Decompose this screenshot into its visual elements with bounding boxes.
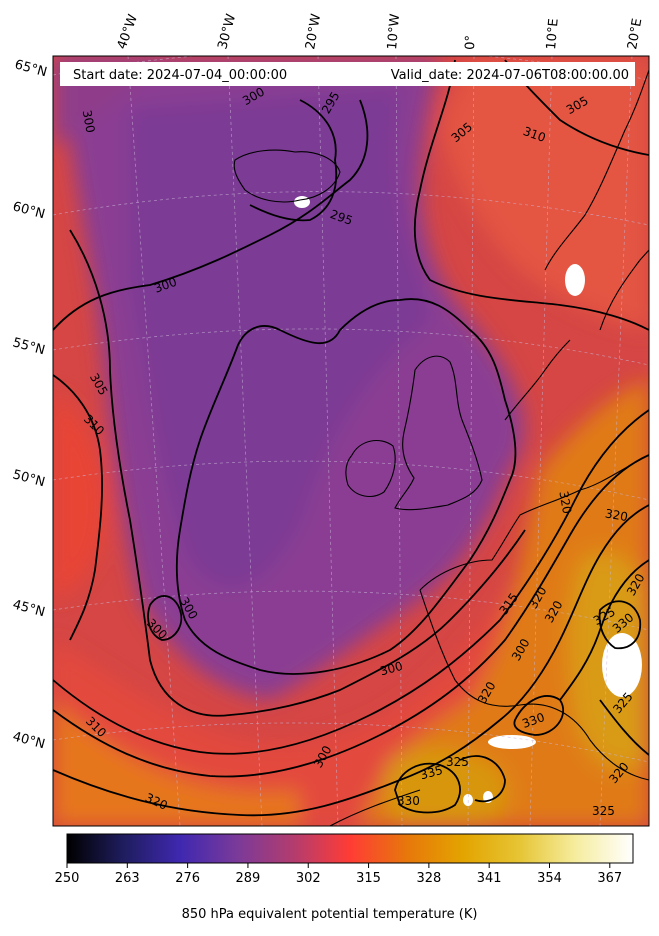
contour-325-b — [459, 755, 506, 803]
coast-north-sea-east — [504, 339, 571, 421]
lat-label: 60°N — [11, 199, 47, 222]
lon-label: 10°E — [544, 18, 562, 50]
contour-300-main — [175, 298, 517, 675]
contour-330-b — [394, 762, 461, 814]
contour-310-south — [53, 409, 649, 755]
contour-label: 300 — [80, 109, 98, 134]
coast-iceland — [233, 149, 341, 203]
lon-label: 20°E — [625, 17, 645, 50]
lon-label: 0° — [463, 35, 479, 50]
lat-label: 65°N — [13, 57, 49, 80]
field-low-core — [130, 90, 430, 587]
lon-label: 40°W — [115, 12, 141, 51]
valid-date-label: Valid_date: 2024-07-06T08:00:00.00 — [391, 68, 629, 83]
field-warm-west — [53, 390, 106, 600]
colorbar-tick-label: 276 — [175, 871, 201, 886]
contour-315 — [53, 454, 649, 778]
field-warm-northeast — [440, 60, 649, 330]
colorbar-tick-label: 263 — [114, 871, 140, 886]
colorbar-tick-label: 328 — [416, 871, 442, 886]
field-high-southwest — [53, 700, 300, 826]
contour-320-south — [53, 504, 649, 817]
contour-300-bay — [147, 595, 183, 641]
colorbar-tick-label: 250 — [54, 871, 80, 886]
graticule — [53, 56, 649, 826]
contour-label: 335 — [419, 763, 445, 782]
coast-norway — [544, 69, 649, 271]
coastlines — [233, 69, 649, 826]
contour-325 — [559, 559, 649, 701]
contour-label: 320 — [604, 506, 629, 524]
contour-305-west — [69, 229, 526, 717]
coast-france-iberia — [419, 454, 649, 591]
colorbar — [66, 833, 634, 864]
start-date-label: Start date: 2024-07-04_00:00:00 — [73, 68, 287, 83]
contour-label: 320 — [556, 490, 574, 515]
lat-label: 45°N — [11, 597, 47, 620]
contour-320-east — [599, 699, 649, 756]
contour-300-north — [53, 99, 369, 331]
coast-sweden — [599, 249, 649, 331]
coast-britain — [394, 355, 483, 511]
contour-330-a — [513, 695, 565, 736]
colorbar-tick-label: 302 — [295, 871, 321, 886]
colorbar-tick-label: 367 — [597, 871, 623, 886]
header-box — [60, 62, 635, 86]
lat-label: 55°N — [11, 335, 47, 358]
contour-label: 325 — [446, 755, 469, 769]
colorbar-tick-label: 354 — [537, 871, 562, 886]
coast-bay-of-biscay — [419, 589, 649, 781]
colorbar-ticks — [66, 863, 611, 868]
contour-label: 300 — [379, 659, 405, 678]
contour-lines — [53, 59, 649, 817]
contour-295 — [249, 99, 338, 222]
colorbar-tick-label: 315 — [356, 871, 381, 886]
contour-305-north — [413, 59, 649, 331]
lon-label: 30°W — [215, 12, 239, 51]
lon-label: 10°W — [385, 13, 403, 50]
latitude-labels: 65°N 60°N 55°N 50°N 45°N 40°N — [11, 57, 49, 752]
contour-330-c — [598, 600, 642, 650]
map-frame — [52, 55, 650, 827]
colorbar-tick-label: 341 — [476, 871, 502, 886]
lat-label: 50°N — [11, 467, 47, 490]
coast-north-africa — [329, 789, 421, 826]
longitude-labels: 40°W 30°W 20°W 10°W 0° 10°E 20°E — [115, 12, 646, 51]
colorbar-tick-label: 289 — [235, 871, 261, 886]
contour-label: 330 — [397, 794, 420, 808]
lon-label: 20°W — [303, 13, 324, 51]
contour-label: 325 — [592, 804, 615, 818]
coast-ireland — [345, 439, 396, 498]
contour-310-west — [53, 374, 103, 641]
colorbar-title: 850 hPa equivalent potential temperature… — [181, 907, 478, 922]
lat-label: 40°N — [11, 729, 47, 752]
